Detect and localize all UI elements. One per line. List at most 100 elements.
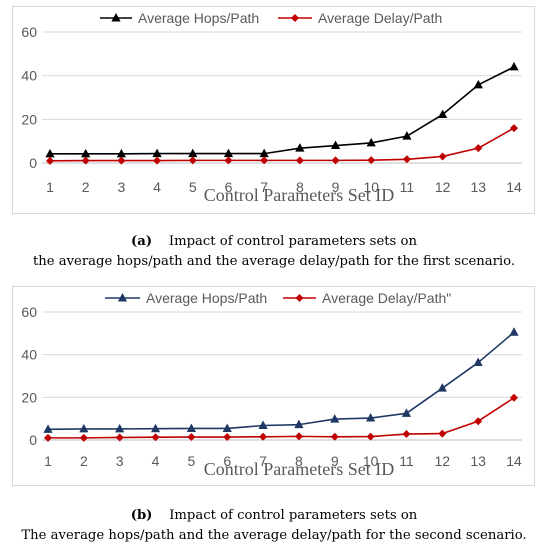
x-tick-label: 13	[471, 179, 487, 195]
legend-entry: Average Delay/Path"	[283, 290, 451, 306]
data-point	[366, 432, 375, 441]
data-point	[81, 148, 91, 158]
data-point	[438, 109, 448, 119]
series-delay	[44, 393, 518, 442]
y-tick-label: 20	[21, 389, 37, 405]
x-tick-label: 9	[332, 179, 340, 195]
data-point	[402, 155, 411, 164]
legend-label: Average Hops/Path	[146, 290, 267, 306]
data-point	[473, 357, 483, 367]
data-point	[188, 156, 197, 165]
data-point	[401, 408, 412, 417]
data-point	[437, 383, 447, 392]
series-line	[49, 127, 515, 162]
data-point	[330, 414, 340, 423]
data-point	[509, 327, 519, 336]
data-point	[223, 433, 232, 442]
x-tick-label: 8	[296, 179, 304, 195]
y-tick-label: 0	[29, 432, 37, 448]
data-point	[116, 148, 126, 158]
y-tick-label: 0	[29, 155, 37, 171]
x-tick-label: 4	[152, 453, 160, 469]
data-point	[44, 433, 52, 442]
series-hops	[43, 327, 519, 433]
caption-a-line2: the average hops/path and the average de…	[32, 254, 516, 269]
data-point	[509, 61, 519, 71]
data-point	[79, 423, 89, 433]
data-point	[402, 131, 412, 140]
x-tick-label: 7	[260, 179, 268, 195]
data-point	[152, 148, 162, 158]
chart-frame-a	[12, 6, 535, 214]
x-tick-label: 6	[225, 179, 233, 195]
data-point	[473, 79, 483, 89]
x-tick-label: 4	[153, 179, 161, 195]
x-tick-label: 14	[506, 453, 522, 469]
data-point	[186, 423, 196, 432]
x-tick-label: 12	[435, 179, 451, 195]
caption-b-line2: The average hops/path and the average de…	[21, 528, 527, 543]
caption-b-text1: Impact of control parameters sets on	[169, 508, 418, 523]
data-point	[438, 152, 447, 161]
data-point	[115, 433, 124, 442]
x-tick-label: 2	[82, 179, 90, 195]
series-line	[50, 66, 515, 155]
data-point	[79, 433, 88, 442]
x-tick-label: 6	[223, 453, 231, 469]
data-point	[402, 430, 411, 439]
caption-b-label: (b)	[130, 508, 153, 523]
caption-b: (b) Impact of control parameters sets on…	[0, 506, 548, 546]
y-tick-label: 60	[21, 24, 37, 40]
x-tick-label: 10	[363, 453, 379, 469]
y-tick-label: 40	[21, 68, 37, 84]
legend-marker	[111, 13, 121, 22]
series-line	[47, 331, 515, 431]
x-axis-title: Control Parameters Set ID	[204, 459, 394, 479]
data-point	[188, 148, 198, 158]
data-point	[81, 156, 90, 165]
data-point	[224, 156, 233, 165]
data-point	[438, 429, 447, 438]
data-point	[474, 417, 483, 426]
x-tick-label: 3	[117, 179, 125, 195]
data-point	[153, 156, 162, 165]
data-point	[115, 423, 125, 433]
x-tick-label: 5	[189, 179, 197, 195]
series-line	[48, 397, 515, 439]
data-point	[366, 137, 376, 147]
legend-label: Average Delay/Path	[318, 10, 442, 26]
caption-b-line1: (b) Impact of control parameters sets on	[0, 506, 548, 526]
data-point	[294, 419, 304, 429]
data-point	[259, 432, 268, 441]
data-point	[259, 148, 269, 158]
data-point	[295, 143, 305, 152]
legend-entry: Average Delay/Path	[278, 10, 442, 26]
legend-label: Average Hops/Path	[138, 10, 259, 26]
data-point	[45, 148, 55, 158]
data-point	[151, 433, 160, 442]
caption-a-text1: Impact of control parameters sets on	[168, 234, 417, 249]
data-point	[331, 156, 340, 165]
x-axis-title: Control Parameters Set ID	[204, 185, 394, 205]
data-point	[260, 156, 269, 165]
data-point	[367, 156, 376, 165]
data-point	[510, 124, 518, 133]
data-point	[46, 156, 54, 165]
x-tick-label: 5	[187, 453, 195, 469]
data-point	[223, 148, 234, 158]
data-point	[474, 144, 483, 153]
legend-entry: Average Hops/Path	[105, 290, 267, 306]
x-tick-label: 7	[259, 453, 267, 469]
x-tick-label: 11	[400, 179, 415, 195]
legend-label: Average Delay/Path"	[322, 290, 451, 306]
x-tick-label: 10	[363, 179, 379, 195]
data-point	[43, 424, 53, 433]
x-tick-label: 1	[44, 453, 52, 469]
data-point	[295, 156, 304, 165]
chart-panel-b: 0 20 40 60 1 2 3 4 5 6 7 8 9 10 11 12 13 14 Control Parame…	[0, 282, 548, 488]
x-tick-label: 3	[116, 453, 124, 469]
caption-a-label: (a)	[131, 234, 153, 249]
chart-frame-b	[12, 286, 535, 486]
